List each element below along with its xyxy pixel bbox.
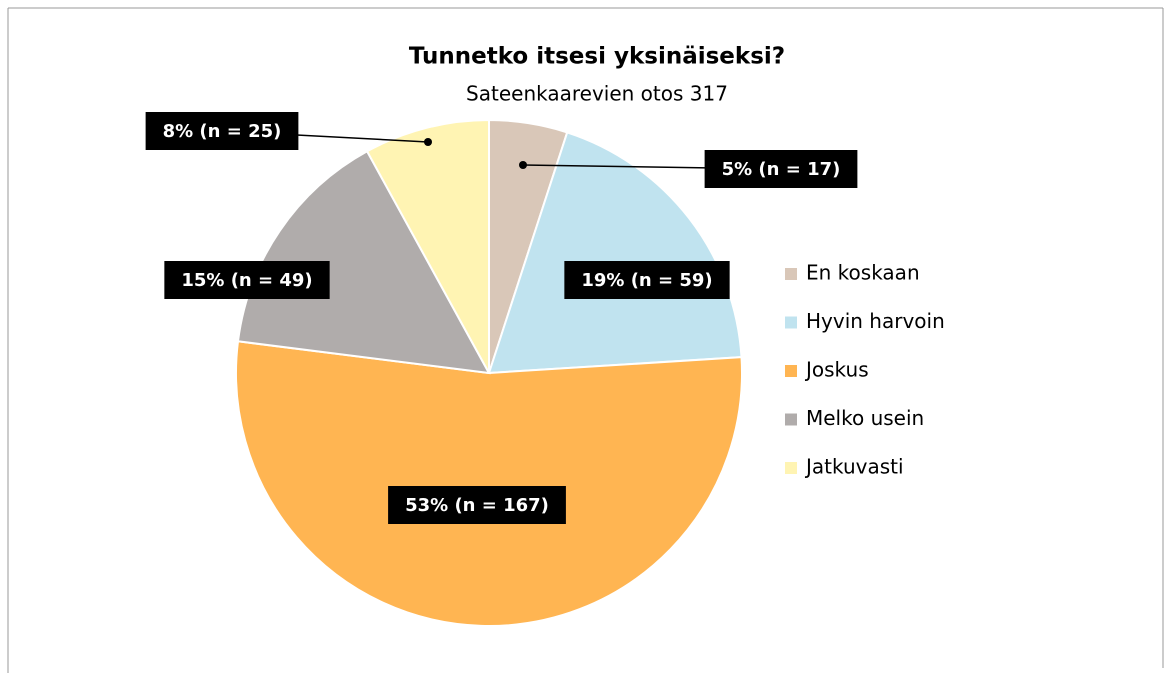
chart-subtitle: Sateenkaarevien otos 317: [466, 82, 728, 106]
legend-swatch: [785, 462, 797, 474]
pie-slice: [235, 340, 743, 627]
legend-label: Hyvin harvoin: [806, 309, 945, 333]
legend-swatch: [785, 316, 797, 329]
legend-swatch: [785, 268, 797, 280]
label-box: [164, 261, 330, 299]
data-label: 19% (n = 59): [581, 270, 712, 291]
pie-slice: [236, 149, 491, 375]
pie-slice: [487, 131, 743, 375]
legend-swatch: [785, 365, 797, 377]
leader-dot: [519, 161, 527, 169]
legend-label: Jatkuvasti: [804, 455, 904, 479]
data-label: 8% (n = 25): [163, 121, 282, 142]
data-label: 15% (n = 49): [181, 270, 312, 291]
legend-label: Joskus: [804, 358, 869, 382]
chart-title: Tunnetko itsesi yksinäiseksi?: [409, 44, 785, 70]
label-box: [704, 150, 858, 188]
legend-label: Melko usein: [806, 406, 924, 430]
label-box: [564, 261, 730, 299]
data-label: 5% (n = 17): [722, 159, 841, 180]
legend-label: En koskaan: [806, 261, 920, 285]
data-label: 53% (n = 167): [405, 495, 549, 516]
label-box: [388, 486, 566, 524]
label-box: [145, 112, 299, 150]
pie-slice: [365, 118, 490, 374]
leader-dot: [424, 138, 432, 146]
legend-swatch: [785, 413, 797, 426]
